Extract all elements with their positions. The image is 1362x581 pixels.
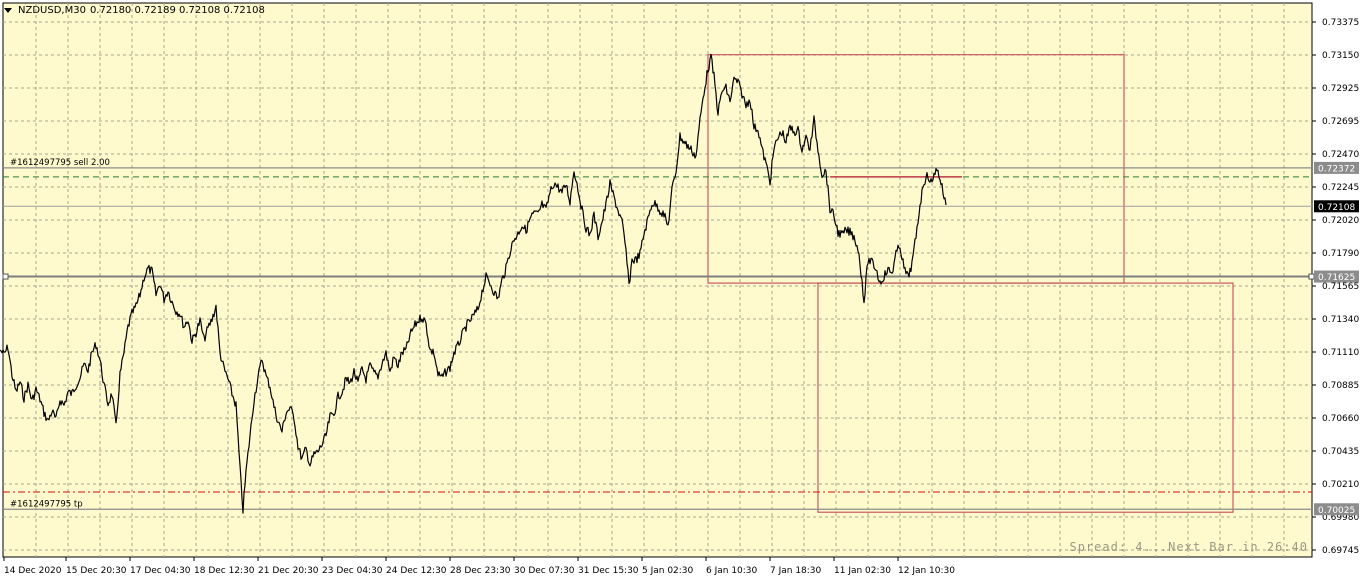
x-tick-label: 12 Jan 10:30 <box>898 566 955 576</box>
y-tick-label: 0.70885 <box>1322 381 1359 391</box>
status-readout: Spread: 4...Next Bar in 26:40 <box>1069 540 1308 554</box>
order-price-tag-1: 0.72372 <box>1318 164 1355 174</box>
x-tick-label: 24 Dec 12:30 <box>386 566 447 576</box>
symbol-header: NZDUSD,M30 0.72180 0.72189 0.72108 0.721… <box>4 3 265 17</box>
y-tick-label: 0.72925 <box>1322 84 1359 94</box>
y-tick-label: 0.71110 <box>1322 348 1359 358</box>
current-price-tag: 0.72108 <box>1318 203 1355 213</box>
order-label-2: #1612497795 tp <box>10 499 83 509</box>
y-tick-label: 0.71790 <box>1322 249 1359 259</box>
y-tick-label: 0.71565 <box>1322 282 1359 292</box>
level-price-tag-bg <box>1314 270 1359 283</box>
x-tick-label: 14 Dec 2020 <box>4 566 62 576</box>
x-tick-label: 23 Dec 04:30 <box>322 566 383 576</box>
y-tick-label: 0.71340 <box>1322 315 1359 325</box>
plot-area <box>2 2 1313 558</box>
price-line <box>0 53 947 514</box>
y-tick-label: 0.73375 <box>1322 18 1359 28</box>
x-tick-label: 28 Dec 23:30 <box>450 566 511 576</box>
level-price-tag: 0.71625 <box>1318 273 1355 283</box>
y-tick-label: 0.72695 <box>1322 117 1359 127</box>
y-tick-label: 0.72020 <box>1322 216 1359 226</box>
x-tick-label: 30 Dec 07:30 <box>514 566 575 576</box>
rectangle-object-2[interactable] <box>817 282 1234 513</box>
x-tick-label: 5 Jan 02:30 <box>642 566 694 576</box>
x-tick-label: 17 Dec 04:30 <box>130 566 191 576</box>
x-tick-label: 18 Dec 12:30 <box>194 566 255 576</box>
y-tick-label: 0.69745 <box>1322 546 1359 556</box>
current-price-tag-bg <box>1314 200 1359 213</box>
order-label-1: #1612497795 sell 2.00 <box>10 158 110 168</box>
x-tick-label: 31 Dec 15:30 <box>578 566 639 576</box>
x-tick-label: 11 Jan 02:30 <box>834 566 891 576</box>
x-tick-label: 15 Dec 20:30 <box>66 566 127 576</box>
y-tick-label: 0.70435 <box>1322 447 1359 457</box>
y-tick-label: 0.70210 <box>1322 480 1359 490</box>
y-tick-label: 0.69980 <box>1322 513 1359 523</box>
y-tick-label: 0.72470 <box>1322 150 1359 160</box>
level-handle-left[interactable] <box>2 273 9 280</box>
order-price-tag-1-bg <box>1314 161 1359 174</box>
y-tick-label: 0.72245 <box>1322 183 1359 193</box>
symbol-name: NZDUSD,M30 <box>18 4 86 16</box>
ohlc-values: 0.72180 0.72189 0.72108 0.72108 <box>89 4 265 16</box>
x-tick-label: 6 Jan 10:30 <box>706 566 758 576</box>
level-handle-right[interactable] <box>1308 273 1315 280</box>
x-tick-label: 7 Jan 18:30 <box>770 566 822 576</box>
x-tick-label: 21 Dec 20:30 <box>258 566 319 576</box>
order-price-tag-2: 0.70025 <box>1318 506 1355 516</box>
y-tick-label: 0.70660 <box>1322 414 1359 424</box>
y-tick-label: 0.73150 <box>1322 51 1359 61</box>
order-price-tag-2-bg <box>1314 503 1359 516</box>
collapse-triangle-icon[interactable] <box>4 7 12 13</box>
